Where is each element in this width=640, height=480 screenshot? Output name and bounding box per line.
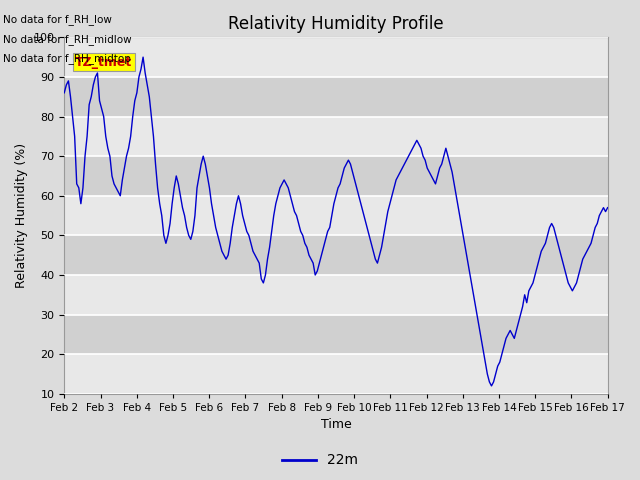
Bar bbox=[64, 235, 607, 275]
Bar bbox=[64, 354, 607, 394]
Bar bbox=[64, 156, 607, 196]
Legend: 22m: 22m bbox=[276, 448, 364, 473]
X-axis label: Time: Time bbox=[321, 419, 351, 432]
Text: No data for f_RH_low: No data for f_RH_low bbox=[3, 14, 112, 25]
Y-axis label: Relativity Humidity (%): Relativity Humidity (%) bbox=[15, 143, 28, 288]
Bar bbox=[64, 37, 607, 77]
Bar bbox=[64, 196, 607, 235]
Text: No data for f_RH_midtop: No data for f_RH_midtop bbox=[3, 53, 131, 64]
Bar bbox=[64, 275, 607, 314]
Text: No data for f_RH_midlow: No data for f_RH_midlow bbox=[3, 34, 132, 45]
Bar bbox=[64, 314, 607, 354]
Text: TZ_tmet: TZ_tmet bbox=[75, 56, 132, 69]
Title: Relativity Humidity Profile: Relativity Humidity Profile bbox=[228, 15, 444, 33]
Bar bbox=[64, 117, 607, 156]
Bar bbox=[64, 77, 607, 117]
